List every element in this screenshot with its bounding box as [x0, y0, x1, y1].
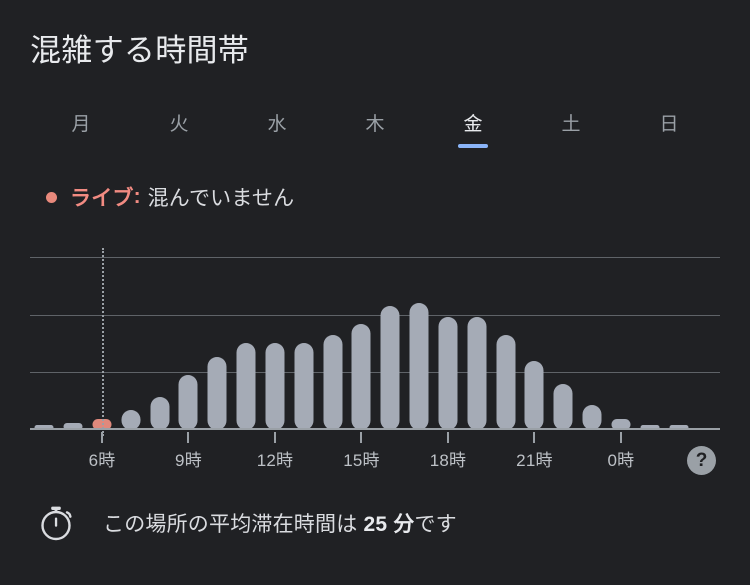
chart-bar[interactable]	[496, 335, 516, 430]
day-tab-水[interactable]: 水	[228, 112, 326, 158]
x-axis-tick	[273, 432, 276, 443]
x-axis-label: 12時	[256, 451, 294, 470]
chart-bar[interactable]	[150, 397, 170, 430]
live-status-label: ライブ	[70, 187, 134, 210]
x-axis-tick	[533, 432, 536, 443]
chart-bar[interactable]	[323, 335, 343, 430]
x-axis-label: 0時	[607, 451, 635, 470]
page-title: 混雑する時間帯	[30, 33, 250, 68]
day-tab-月[interactable]: 月	[32, 112, 130, 158]
live-status-separator: :	[133, 185, 141, 208]
day-tab-label: 月	[71, 114, 91, 135]
average-visit-text: この場所の平均滞在時間は 25 分です	[103, 508, 457, 538]
chart-bar[interactable]	[467, 317, 487, 430]
chart-bar[interactable]	[524, 361, 544, 430]
day-tab-木[interactable]: 木	[326, 112, 424, 158]
chart-bar[interactable]	[669, 425, 689, 430]
popular-times-chart	[30, 248, 720, 438]
chart-bar[interactable]	[294, 343, 314, 430]
x-axis-label: 9時	[175, 451, 202, 470]
chart-bar[interactable]	[553, 384, 573, 430]
chart-bar[interactable]	[380, 306, 400, 430]
x-axis-tick	[446, 432, 449, 443]
day-tab-label: 金	[463, 114, 483, 135]
current-time-marker	[102, 248, 104, 436]
chart-gridline-3	[30, 372, 720, 373]
stopwatch-icon	[34, 500, 80, 546]
chart-bar[interactable]	[409, 303, 429, 430]
day-tab-label: 火	[169, 114, 189, 135]
chart-bar[interactable]	[351, 324, 371, 430]
chart-baseline	[30, 428, 720, 430]
chart-bar[interactable]	[236, 343, 256, 430]
day-tab-土[interactable]: 土	[522, 112, 620, 158]
chart-bar[interactable]	[265, 343, 285, 430]
chart-bar[interactable]	[63, 423, 83, 430]
day-tabs: 月火水木金土日	[32, 112, 718, 160]
chart-x-axis: 6時 9時 12時 15時 18時 21時 0時	[30, 432, 720, 472]
chart-gridline-2	[30, 315, 720, 316]
x-axis-label: 6時	[88, 451, 116, 470]
chart-bar[interactable]	[178, 375, 198, 430]
live-status-value: 混んでいません	[147, 187, 295, 210]
x-axis-label: 15時	[343, 451, 380, 470]
chart-bar[interactable]	[34, 425, 54, 430]
chart-bar[interactable]	[582, 405, 602, 430]
day-tab-label: 木	[365, 114, 385, 135]
average-visit-suffix: です	[414, 513, 457, 536]
average-visit-prefix: この場所の平均滞在時間は	[103, 513, 364, 536]
day-tab-金[interactable]: 金	[424, 112, 522, 158]
day-tab-label: 日	[659, 114, 679, 135]
average-visit-duration: 25 分	[363, 513, 415, 536]
live-dot-icon	[46, 191, 57, 203]
live-status-row: ライブ : 混んでいません	[46, 182, 294, 212]
day-tab-active-indicator	[458, 144, 488, 148]
chart-bar[interactable]	[207, 357, 227, 430]
chart-bar[interactable]	[611, 419, 631, 430]
x-axis-label: 18時	[429, 451, 467, 470]
chart-gridline-1	[30, 257, 720, 258]
x-axis-label: 21時	[516, 451, 553, 470]
x-axis-tick	[619, 432, 622, 443]
day-tab-火[interactable]: 火	[130, 112, 228, 158]
day-tab-label: 土	[561, 114, 581, 135]
chart-bar[interactable]	[438, 317, 458, 430]
day-tab-label: 水	[267, 114, 287, 135]
chart-bar[interactable]	[121, 410, 141, 430]
chart-bar[interactable]	[640, 425, 660, 430]
x-axis-tick	[187, 432, 190, 443]
x-axis-tick	[101, 432, 103, 443]
x-axis-tick	[360, 432, 363, 443]
day-tab-日[interactable]: 日	[620, 112, 718, 158]
average-visit-row: この場所の平均滞在時間は 25 分です	[34, 500, 457, 546]
chart-bars	[30, 248, 720, 430]
help-button[interactable]: ?	[687, 446, 716, 475]
